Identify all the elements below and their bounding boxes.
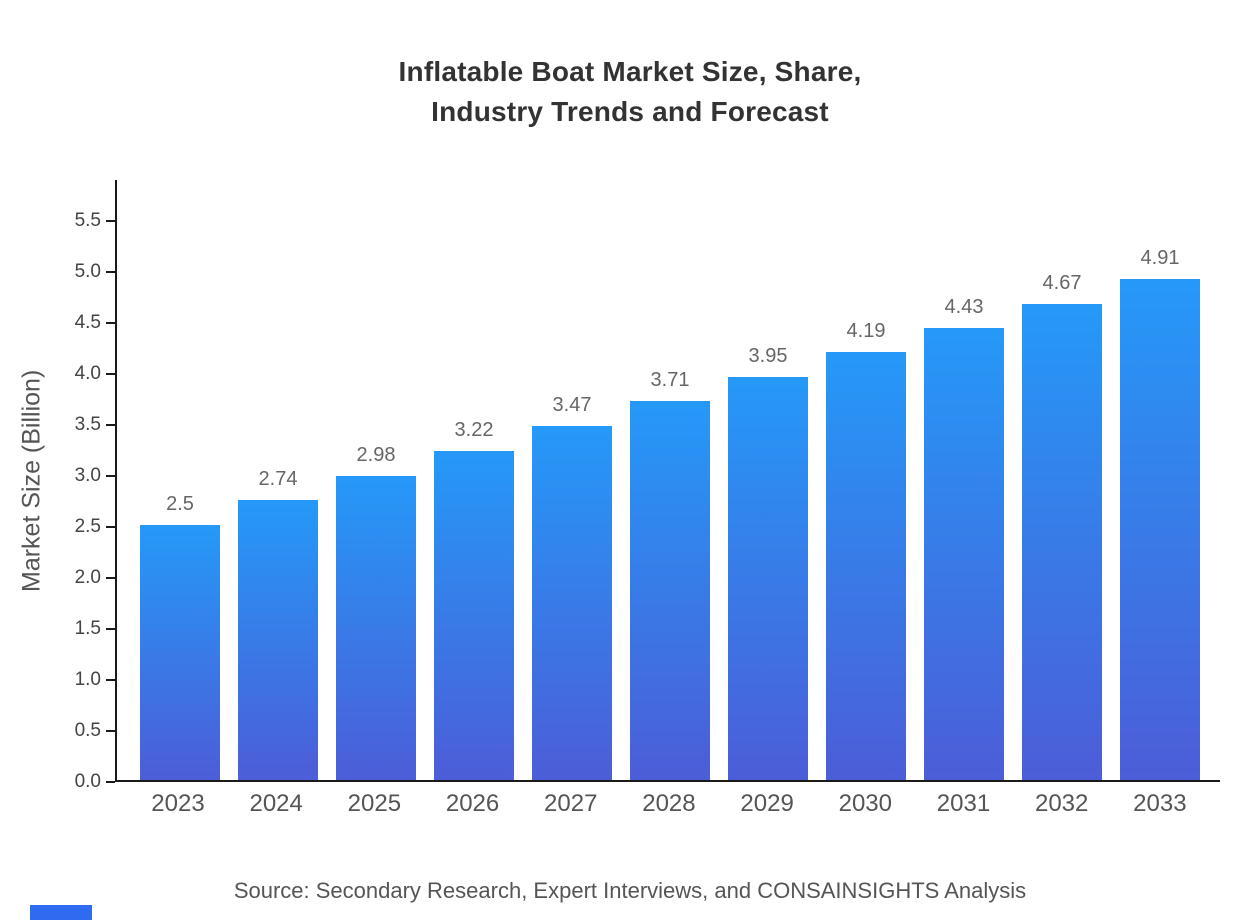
bar-value-label: 2.5	[166, 493, 194, 515]
bar	[924, 328, 1004, 780]
y-tick-mark	[106, 423, 115, 426]
y-tick-mark	[106, 219, 115, 222]
y-tick-mark	[106, 525, 115, 528]
bar	[140, 525, 220, 780]
chart-title: Inflatable Boat Market Size, Share, Indu…	[398, 56, 862, 127]
bar-value-label: 4.67	[1042, 272, 1082, 294]
x-axis-label: 2028	[642, 790, 696, 817]
x-axis-label: 2031	[936, 790, 991, 817]
y-tick-mark	[106, 627, 115, 630]
y-tick-mark	[106, 321, 115, 324]
x-axis-label: 2023	[151, 790, 205, 817]
bar-value-label: 3.71	[650, 369, 690, 391]
bar-column: 2.5	[140, 180, 220, 780]
y-tick-label: 0.5	[74, 719, 101, 741]
y-tick-mark	[106, 372, 115, 375]
bar-column: 2.98	[336, 180, 416, 780]
y-tick-label: 3.0	[74, 464, 101, 486]
bar-column: 2.74	[238, 180, 318, 780]
bar-column: 4.43	[924, 180, 1004, 780]
y-tick-label: 4.5	[74, 311, 101, 333]
y-tick-label: 4.0	[74, 362, 101, 384]
x-axis-label: 2024	[249, 790, 303, 817]
bar-value-label: 3.22	[454, 419, 494, 441]
bar-column: 3.95	[728, 180, 808, 780]
y-tick-mark	[106, 781, 115, 783]
y-tick-label: 5.0	[74, 260, 101, 282]
x-axis-label: 2032	[1034, 790, 1089, 817]
source-attribution: Source: Secondary Research, Expert Inter…	[233, 878, 1027, 903]
bar-column: 3.22	[434, 180, 514, 780]
bar-column: 3.47	[532, 180, 612, 780]
x-axis-label: 2026	[445, 790, 500, 817]
bar-value-label: 3.47	[552, 394, 592, 416]
y-tick-label: 5.5	[74, 209, 101, 231]
bar	[532, 426, 612, 780]
y-tick-mark	[106, 678, 115, 681]
x-axis-label: 2033	[1133, 790, 1187, 817]
bar-value-label: 4.43	[944, 296, 984, 318]
y-tick-label: 2.5	[74, 515, 101, 537]
x-axis-labels: 2023 2024 2025 2026 2027 2028 2029 2030 2031 2032…	[115, 790, 1220, 818]
y-tick-label: 3.5	[74, 413, 101, 435]
y-tick-mark	[106, 729, 115, 732]
bar	[728, 377, 808, 780]
bar-column: 3.71	[630, 180, 710, 780]
bar-value-label: 2.74	[258, 468, 298, 490]
bar	[336, 476, 416, 780]
bar	[238, 500, 318, 780]
plot-area: 2.5 2.74 2.98 3.22 3.47 3.71 3.95 4.19 4.43 4.67 4…	[115, 180, 1220, 782]
bar-value-label: 3.95	[748, 345, 788, 367]
x-axis-label: 2030	[838, 790, 892, 817]
x-axis-label: 2027	[544, 790, 598, 817]
bar-value-label: 2.98	[356, 444, 396, 466]
bar	[1120, 279, 1200, 780]
y-tick-label: 0.0	[74, 771, 101, 792]
bar	[826, 352, 906, 780]
bar	[434, 451, 514, 780]
bar-value-label: 4.91	[1140, 247, 1180, 269]
y-tick-mark	[106, 270, 115, 273]
y-tick-label: 2.0	[74, 566, 101, 588]
x-axis-label: 2025	[347, 790, 402, 817]
bar-column: 4.67	[1022, 180, 1102, 780]
y-tick-mark	[106, 576, 115, 579]
bars-row: 2.5 2.74 2.98 3.22 3.47 3.71 3.95 4.19 4.43 4.67 4…	[117, 180, 1220, 780]
corner-accent-bar	[30, 905, 92, 920]
y-tick-mark	[106, 474, 115, 477]
y-tick-label: 1.0	[74, 668, 101, 690]
bar-column: 4.91	[1120, 180, 1200, 780]
bar	[1022, 304, 1102, 780]
bar-column: 4.19	[826, 180, 906, 780]
bar	[630, 401, 710, 780]
x-axis-label: 2029	[740, 790, 794, 817]
y-tick-label: 1.5	[74, 617, 101, 639]
bar-value-label: 4.19	[846, 320, 886, 342]
